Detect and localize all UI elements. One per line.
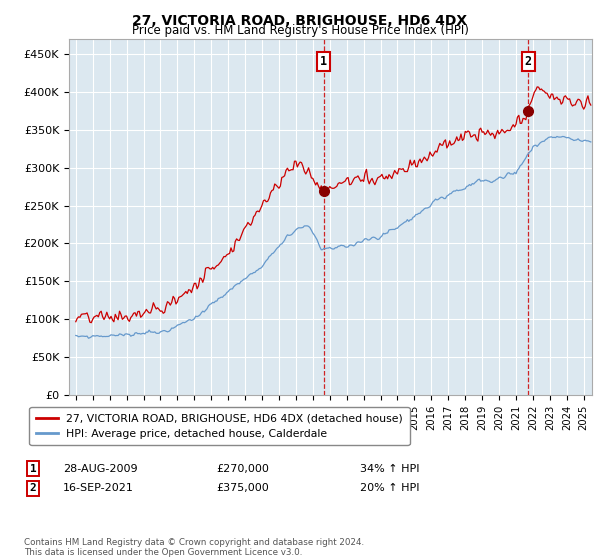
Legend: 27, VICTORIA ROAD, BRIGHOUSE, HD6 4DX (detached house), HPI: Average price, deta: 27, VICTORIA ROAD, BRIGHOUSE, HD6 4DX (d… (29, 407, 409, 445)
Text: 1: 1 (29, 464, 37, 474)
Text: 1: 1 (320, 55, 328, 68)
Text: Contains HM Land Registry data © Crown copyright and database right 2024.
This d: Contains HM Land Registry data © Crown c… (24, 538, 364, 557)
Text: 2: 2 (524, 55, 532, 68)
Text: £375,000: £375,000 (216, 483, 269, 493)
Text: 2: 2 (29, 483, 37, 493)
Text: 27, VICTORIA ROAD, BRIGHOUSE, HD6 4DX: 27, VICTORIA ROAD, BRIGHOUSE, HD6 4DX (133, 14, 467, 28)
Text: Price paid vs. HM Land Registry's House Price Index (HPI): Price paid vs. HM Land Registry's House … (131, 24, 469, 37)
Text: 34% ↑ HPI: 34% ↑ HPI (360, 464, 419, 474)
Text: 20% ↑ HPI: 20% ↑ HPI (360, 483, 419, 493)
Text: 16-SEP-2021: 16-SEP-2021 (63, 483, 134, 493)
Text: 28-AUG-2009: 28-AUG-2009 (63, 464, 137, 474)
Text: £270,000: £270,000 (216, 464, 269, 474)
